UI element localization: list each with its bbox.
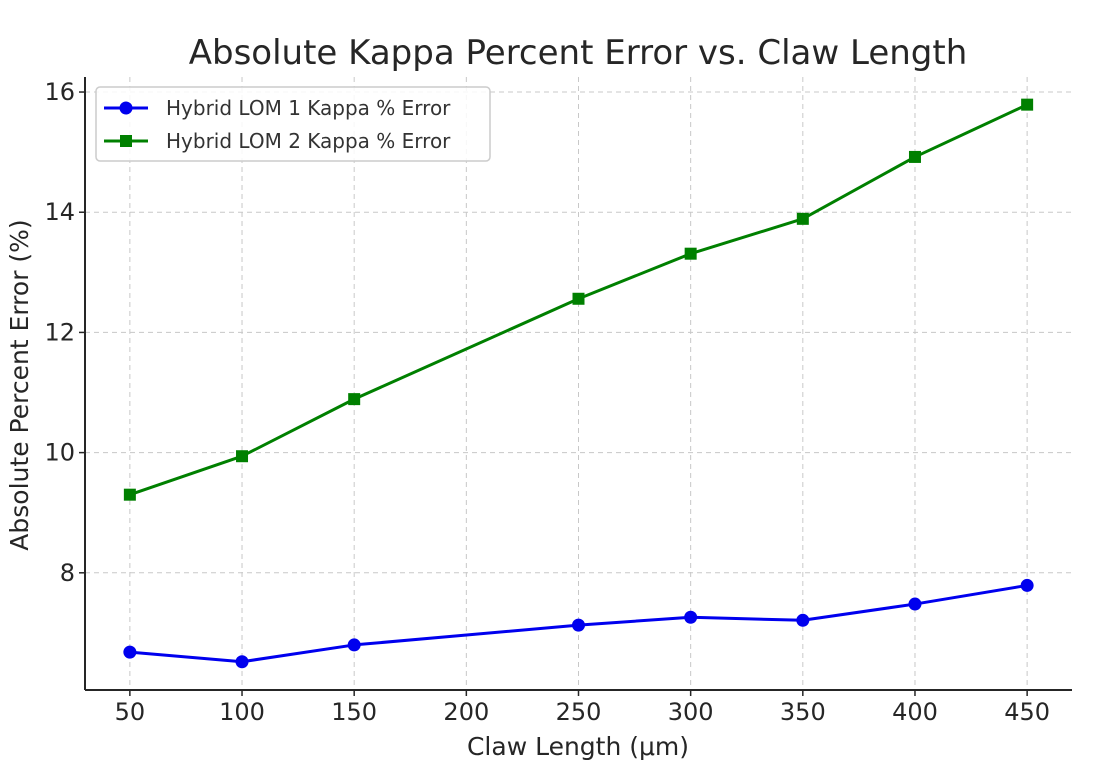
series-layer [123,98,1034,669]
series-1-line [129,583,1028,664]
series-1-point [347,638,361,652]
series-2-point [796,212,809,225]
series-1-point [123,645,137,659]
series-2-point [348,393,361,406]
y-tick-label: 8 [60,559,75,587]
x-tick-label: 450 [1004,698,1050,726]
y-axis-label: Absolute Percent Error (%) [5,219,34,550]
y-tick-label: 16 [44,78,75,106]
x-tick-label: 250 [556,698,602,726]
series-1 [123,578,1034,669]
x-tick-label: 350 [780,698,826,726]
chart-title: Absolute Kappa Percent Error vs. Claw Le… [189,33,968,73]
x-tick-label: 200 [443,698,489,726]
series-1-point [235,655,249,669]
y-tick-label: 10 [44,439,75,467]
legend-swatch-marker [120,135,132,147]
series-2-point [236,450,249,463]
series-2-point [684,247,697,260]
legend-box [95,86,491,162]
axes: 50 100 150 200 250 300 350 400 450 8 10 12 14 16 [44,77,1072,726]
y-tick-label: 12 [44,318,75,346]
series-1-point [684,610,698,624]
x-tick-label: 300 [668,698,714,726]
x-tick-label: 50 [115,698,146,726]
legend-item: Hybrid LOM 1 Kappa % Error [104,96,451,120]
series-2 [123,98,1034,501]
legend-item: Hybrid LOM 2 Kappa % Error [104,129,451,153]
legend-swatch-marker [119,101,133,115]
legend-label: Hybrid LOM 2 Kappa % Error [166,129,451,153]
series-1-point [796,613,810,627]
series-1-point [572,618,585,632]
x-axis-label: Claw Length (μm) [467,732,689,761]
series-1-point [1020,578,1034,592]
legend-label: Hybrid LOM 1 Kappa % Error [166,96,451,120]
series-2-point [123,488,136,501]
series-2-point [1021,98,1034,111]
x-tick-label: 400 [892,698,938,726]
series-2-point [572,292,585,305]
series-2-line [129,103,1028,497]
series-2-point [908,150,921,163]
y-tick-label: 14 [44,198,75,226]
series-1-point [908,597,922,611]
x-tick-label: 150 [331,698,377,726]
legend: Hybrid LOM 1 Kappa % Error Hybrid LOM 2 K… [95,86,491,162]
grid [85,77,1072,690]
x-tick-label: 100 [219,698,265,726]
